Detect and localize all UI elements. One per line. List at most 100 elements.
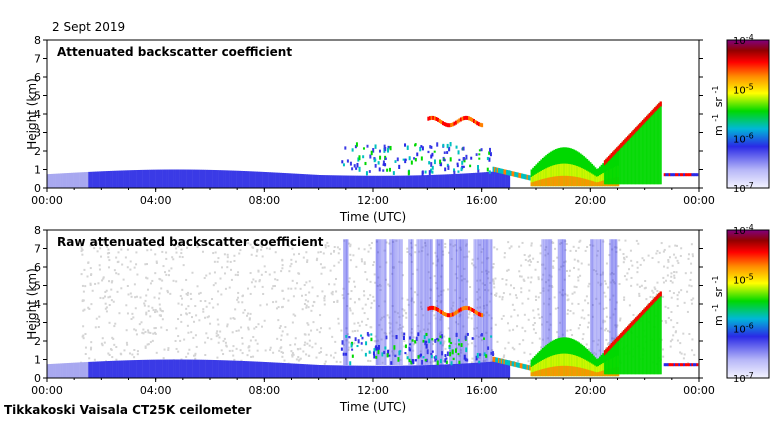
boundary-layer: [453, 173, 456, 188]
boundary-layer: [333, 175, 337, 188]
noise-dot: [492, 279, 495, 282]
noise-dot: [356, 329, 359, 332]
noise-dot: [580, 262, 583, 265]
streak: [454, 239, 456, 366]
noise-dot: [120, 248, 123, 251]
boundary-layer: [286, 173, 289, 188]
descending-layer: [515, 172, 518, 178]
boundary-layer: [394, 365, 398, 378]
noise-dot: [93, 247, 96, 250]
noise-dot: [304, 299, 307, 302]
precip-core: [595, 176, 598, 187]
aerosol-patch: [465, 347, 468, 353]
rising-cloud: [658, 102, 661, 185]
boundary-layer: [194, 169, 198, 188]
y-tick-label: 3: [34, 317, 41, 330]
aerosol-patch: [415, 336, 418, 342]
noise-dot: [280, 338, 283, 341]
noise-dot: [667, 259, 670, 262]
precip-core: [535, 363, 538, 377]
boundary-layer: [488, 361, 491, 378]
boundary-layer: [192, 169, 196, 188]
rising-cloud: [617, 335, 620, 375]
boundary-layer: [68, 172, 72, 188]
noise-dot: [676, 294, 679, 297]
precip-core: [579, 367, 582, 377]
boundary-layer: [251, 361, 254, 378]
precip-core: [571, 176, 574, 187]
noise-dot: [115, 358, 118, 361]
boundary-layer: [425, 365, 428, 378]
colorbar-tick-exp: -7: [746, 371, 754, 380]
aerosol-patch: [488, 157, 491, 162]
boundary-layer: [420, 175, 424, 188]
streak: [378, 239, 380, 366]
noise-dot: [206, 316, 209, 319]
precip-core: [555, 366, 558, 377]
noise-dot: [669, 345, 672, 348]
noise-dot: [283, 359, 286, 362]
noise-dot: [215, 332, 218, 335]
noise-dot: [364, 303, 367, 306]
noise-dot: [334, 351, 337, 354]
noise-dot: [631, 264, 634, 267]
y-tick-label: 2: [34, 145, 41, 158]
rising-cloud: [624, 138, 627, 185]
noise-dot: [680, 247, 683, 250]
y-tick-label: 3: [34, 127, 41, 140]
late-layer: [678, 363, 681, 367]
boundary-layer: [157, 359, 161, 378]
boundary-layer: [177, 169, 180, 188]
noise-dot: [180, 303, 183, 306]
noise-dot: [361, 307, 364, 310]
streak: [559, 239, 561, 366]
aerosol-patch: [439, 335, 442, 338]
aerosol-patch: [453, 170, 456, 176]
aerosol-patch: [377, 344, 380, 350]
precip-core: [563, 175, 566, 187]
noise-dot: [534, 268, 537, 271]
noise-dot: [502, 356, 505, 359]
noise-dot: [586, 326, 589, 329]
noise-dot: [470, 342, 473, 345]
precip-core: [571, 164, 574, 187]
noise-dot: [527, 360, 530, 363]
boundary-layer: [290, 363, 293, 378]
precip-core: [548, 177, 551, 187]
noise-dot: [311, 304, 314, 307]
backscatter-field: [47, 101, 699, 188]
noise-dot: [190, 316, 193, 319]
boundary-layer: [240, 360, 243, 378]
noise-dot: [274, 278, 277, 281]
unit-sr: sr: [712, 97, 725, 108]
boundary-layer: [249, 361, 252, 378]
aerosol-patch: [430, 145, 433, 149]
aerosol-patch: [436, 142, 439, 147]
streak: [480, 239, 482, 366]
noise-dot: [433, 275, 436, 278]
noise-dot: [538, 317, 541, 320]
noise-dot: [247, 312, 250, 315]
noise-dot: [323, 299, 326, 302]
descending-layer: [512, 171, 515, 177]
noise-dot: [261, 325, 264, 328]
noise-dot: [124, 256, 127, 259]
noise-dot: [533, 322, 536, 325]
noise-dot: [131, 241, 134, 244]
boundary-layer: [164, 169, 167, 188]
noise-dot: [605, 315, 608, 318]
noise-dot: [349, 309, 352, 312]
noise-dot: [618, 239, 621, 242]
noise-dot: [573, 285, 576, 288]
precip-core: [600, 371, 603, 377]
noise-dot: [145, 276, 148, 279]
noise-dot: [277, 242, 280, 245]
streak: [485, 239, 487, 366]
noise-dot: [439, 301, 442, 304]
noise-dot: [422, 314, 425, 317]
noise-dot: [217, 334, 220, 337]
cloud-base: [654, 297, 657, 303]
boundary-layer: [336, 175, 339, 188]
descending-layer: [506, 169, 509, 175]
noise-dot: [524, 330, 527, 333]
